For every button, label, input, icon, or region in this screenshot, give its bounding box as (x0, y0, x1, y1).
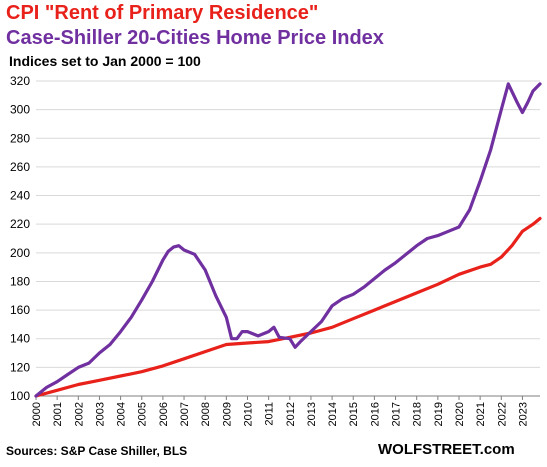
x-tick-label: 2023 (517, 402, 529, 426)
y-tick-label: 280 (10, 131, 30, 145)
chart-subtitle: Indices set to Jan 2000 = 100 (9, 53, 201, 69)
x-tick-label: 2021 (475, 402, 487, 426)
y-tick-label: 220 (10, 217, 30, 231)
x-tick-label: 2000 (31, 402, 43, 426)
x-tick-label: 2011 (264, 402, 276, 426)
x-tick-label: 2014 (327, 402, 339, 426)
source-note: Sources: S&P Case Shiller, BLS (6, 444, 188, 458)
y-tick-label: 300 (10, 103, 30, 117)
y-tick-label: 200 (10, 246, 30, 260)
x-tick-label: 2001 (52, 402, 64, 426)
y-tick-label: 320 (10, 74, 30, 88)
x-tick-label: 2012 (285, 402, 297, 426)
x-tick-label: 2022 (496, 402, 508, 426)
y-tick-label: 160 (10, 303, 30, 317)
y-tick-label: 240 (10, 189, 30, 203)
y-tick-label: 180 (10, 274, 30, 288)
chart-title-rent: CPI "Rent of Primary Residence" (6, 2, 319, 24)
x-tick-label: 2009 (221, 402, 233, 426)
x-tick-label: 2017 (391, 402, 403, 426)
x-tick-label: 2013 (306, 402, 318, 426)
chart-title-home-price: Case-Shiller 20-Cities Home Price Index (6, 27, 384, 49)
x-tick-label: 2008 (200, 402, 212, 426)
y-tick-label: 120 (10, 360, 30, 374)
x-tick-label: 2015 (348, 402, 360, 426)
y-tick-label: 260 (10, 160, 30, 174)
x-tick-label: 2002 (73, 402, 85, 426)
x-tick-label: 2005 (137, 402, 149, 426)
x-tick-label: 2016 (369, 402, 381, 426)
x-tick-label: 2010 (242, 402, 254, 426)
x-tick-label: 2020 (454, 402, 466, 426)
series-line-1 (34, 216, 542, 398)
series-line-2 (34, 82, 542, 398)
x-tick-label: 2004 (116, 402, 128, 426)
x-tick-label: 2018 (412, 402, 424, 426)
x-tick-label: 2019 (433, 402, 445, 426)
y-tick-label: 140 (10, 332, 30, 346)
y-tick-label: 100 (10, 389, 30, 403)
x-tick-label: 2006 (158, 402, 170, 426)
x-tick-label: 2003 (94, 402, 106, 426)
x-tick-label: 2007 (179, 402, 191, 426)
brand-logo: WOLFSTREET.com (378, 441, 515, 458)
